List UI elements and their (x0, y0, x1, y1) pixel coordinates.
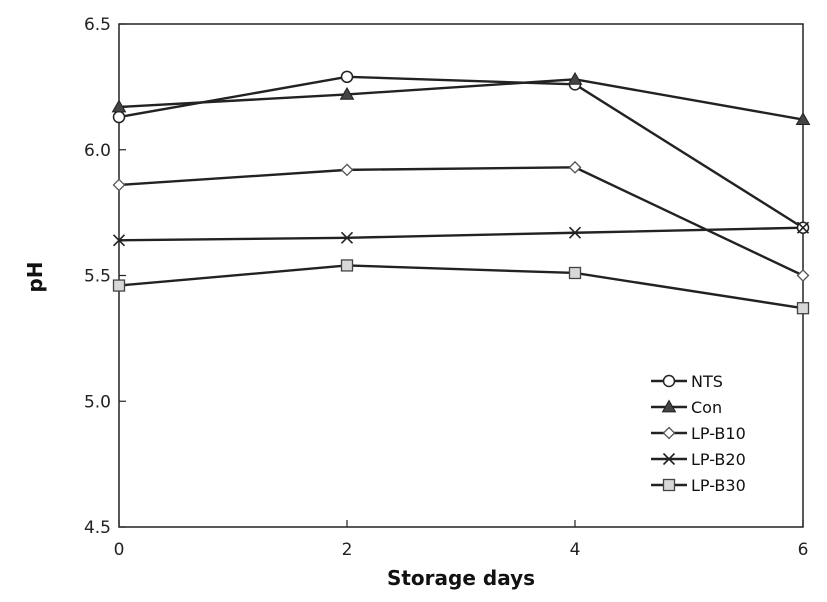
x-tick-label: 6 (798, 540, 809, 560)
data-point-lp-b10 (112, 178, 126, 192)
data-point-lp-b30 (340, 259, 354, 272)
y-axis-title: pH (23, 261, 47, 292)
data-point-lp-b20 (796, 221, 810, 234)
x-tick-label: 0 (114, 540, 125, 560)
legend-item: LP-B30 (651, 476, 746, 495)
y-axis: 4.5 5.0 5.5 6.0 6.5 (84, 15, 126, 538)
legend-item: LP-B20 (651, 450, 746, 469)
legend-label: Con (691, 398, 722, 417)
data-point-lp-b10 (340, 163, 354, 177)
x-tick-label: 4 (570, 540, 581, 560)
series-markers (111, 70, 811, 315)
data-point-con (339, 86, 355, 100)
legend-marker (661, 399, 677, 413)
series-lines (118, 75, 804, 310)
series-line-lp-b20 (118, 226, 804, 242)
marker-stroke (796, 221, 810, 234)
legend-label: LP-B10 (691, 424, 746, 443)
y-tick-label: 4.5 (84, 518, 111, 538)
series-line-con (118, 78, 804, 121)
y-tick-label: 5.5 (84, 267, 111, 287)
legend-label: LP-B30 (691, 476, 746, 495)
legend-item: LP-B10 (651, 424, 746, 443)
marker-stroke (340, 231, 354, 244)
legend-item: NTS (651, 372, 723, 391)
legend-label: LP-B20 (691, 450, 746, 469)
legend-marker (662, 452, 676, 466)
data-point-lp-b20 (112, 234, 126, 247)
y-tick-label: 6.5 (84, 15, 111, 35)
x-axis: 0 2 4 6 (114, 520, 809, 560)
legend-marker (662, 478, 676, 492)
series-line-lp-b30 (118, 264, 804, 310)
legend-marker (662, 374, 676, 388)
marker-stroke (662, 452, 676, 466)
legend-label: NTS (691, 372, 723, 391)
series-line-lp-b10 (118, 166, 804, 277)
data-point-lp-b10 (796, 269, 810, 282)
marker-stroke (112, 234, 126, 247)
data-point-lp-b30 (796, 302, 810, 315)
data-point-lp-b30 (112, 279, 126, 292)
legend-item: Con (651, 398, 722, 417)
legend-marker (662, 426, 676, 440)
data-point-lp-b30 (568, 266, 582, 280)
data-point-nts (112, 110, 126, 124)
x-tick-label: 2 (342, 540, 353, 560)
legend: NTS Con LP-B10 LP-B20 LP-B30 (651, 372, 746, 495)
series-line-nts (118, 75, 804, 229)
data-point-lp-b10 (568, 160, 582, 174)
y-tick-label: 6.0 (84, 141, 111, 161)
y-tick-label: 5.0 (84, 392, 111, 412)
data-point-con (795, 112, 811, 125)
x-axis-title: Storage days (387, 566, 535, 590)
data-point-lp-b20 (340, 231, 354, 244)
data-point-con (111, 99, 127, 113)
data-point-lp-b20 (568, 226, 582, 239)
marker-stroke (568, 226, 582, 239)
data-point-nts (340, 70, 354, 84)
data-point-con (567, 71, 583, 85)
